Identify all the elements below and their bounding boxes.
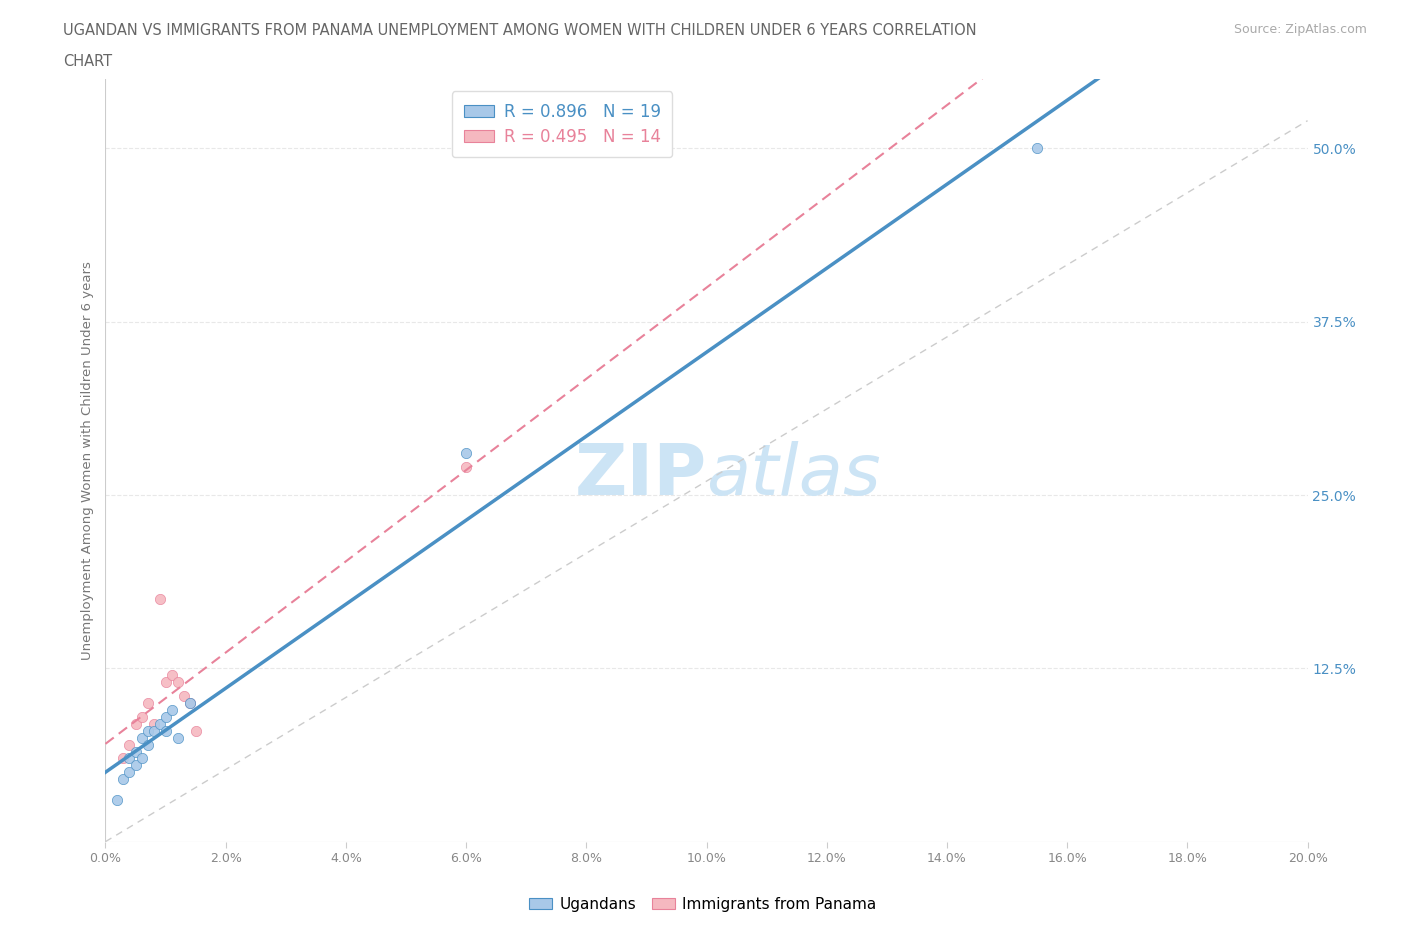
Point [160, 668, 183, 683]
Text: ZIP: ZIP [574, 441, 707, 510]
Point [179, 696, 201, 711]
Point [179, 696, 201, 711]
Point [1026, 141, 1049, 156]
Point [124, 744, 146, 759]
Legend: R = 0.896   N = 19, R = 0.495   N = 14: R = 0.896 N = 19, R = 0.495 N = 14 [453, 91, 672, 157]
Point [155, 710, 177, 724]
Point [148, 591, 170, 606]
Legend: Ugandans, Immigrants from Panama: Ugandans, Immigrants from Panama [523, 891, 883, 918]
Point [112, 772, 135, 787]
Point [136, 696, 159, 711]
Point [118, 764, 141, 779]
Point [136, 724, 159, 738]
Point [131, 730, 153, 745]
Point [124, 758, 146, 773]
Point [166, 675, 188, 690]
Point [148, 716, 170, 731]
Text: CHART: CHART [63, 54, 112, 69]
Text: atlas: atlas [707, 441, 882, 510]
Point [118, 751, 141, 766]
Point [124, 716, 146, 731]
Point [155, 724, 177, 738]
Point [136, 737, 159, 752]
Point [454, 459, 477, 474]
Point [166, 730, 188, 745]
Point [107, 792, 129, 807]
Text: UGANDAN VS IMMIGRANTS FROM PANAMA UNEMPLOYMENT AMONG WOMEN WITH CHILDREN UNDER 6: UGANDAN VS IMMIGRANTS FROM PANAMA UNEMPL… [63, 23, 977, 38]
Y-axis label: Unemployment Among Women with Children Under 6 years: Unemployment Among Women with Children U… [82, 261, 94, 659]
Point [118, 737, 141, 752]
Point [160, 702, 183, 717]
Point [184, 724, 207, 738]
Point [131, 751, 153, 766]
Point [454, 446, 477, 461]
Point [173, 688, 195, 703]
Point [131, 710, 153, 724]
Point [112, 751, 135, 766]
Point [142, 724, 165, 738]
Text: Source: ZipAtlas.com: Source: ZipAtlas.com [1233, 23, 1367, 36]
Point [155, 675, 177, 690]
Point [142, 716, 165, 731]
